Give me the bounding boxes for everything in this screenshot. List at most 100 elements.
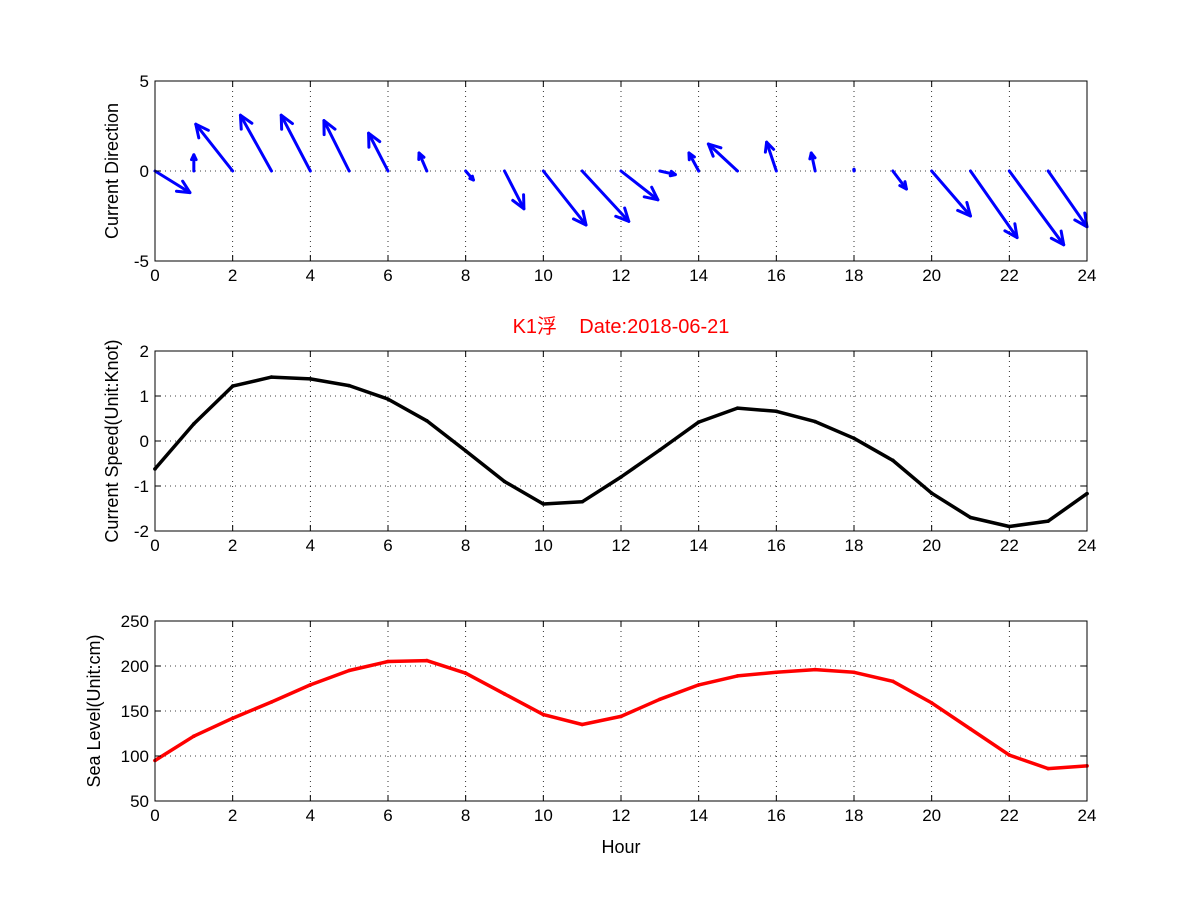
arrow-shaft [322,119,351,173]
x-tick-label: 22 [1000,536,1019,555]
data-point [696,683,701,687]
current-vector-arrow [969,169,1019,240]
x-tick-label: 4 [306,806,315,825]
x-tick-label: 12 [612,266,631,285]
current-vector-arrow [322,119,351,173]
x-tick-label: 10 [534,806,553,825]
current-vector-arrow [279,113,312,173]
data-point [774,670,779,675]
arrow-head [367,131,382,149]
data-point [269,375,274,379]
current-vector-arrow [763,140,778,173]
data-point [502,692,507,696]
x-tick-label: 24 [1078,266,1097,285]
arrow-head [468,174,475,182]
current-vector-arrow [238,113,273,173]
arrow-head [852,167,856,172]
arrow-head [279,113,294,131]
y-axis-label: Sea Level(Unit:cm) [84,634,104,787]
arrow-shaft [1046,169,1089,229]
x-tick-label: 4 [306,536,315,555]
y-tick-label: -1 [134,477,149,496]
arrow-shaft [891,169,908,191]
data-point [347,668,351,673]
x-tick-label: 24 [1078,536,1097,555]
data-point [735,674,740,678]
current-vector-arrow [580,169,631,223]
arrow-head [642,185,660,202]
x-tick-label: 24 [1078,806,1097,825]
data-point [1046,519,1050,523]
x-tick-label: 2 [228,266,237,285]
data-point [308,683,313,687]
data-point [386,659,390,664]
arrow-head [808,151,817,161]
x-tick-label: 14 [689,536,708,555]
data-point [541,502,546,506]
arrow-shaft [580,169,631,223]
arrow-head [322,119,337,137]
arrow-shaft [503,169,526,211]
x-tick-label: 8 [461,806,470,825]
y-tick-label: 5 [140,72,149,91]
current-vector-arrow [464,169,475,182]
arrow-shaft [1007,169,1066,247]
x-tick-label: 16 [767,266,786,285]
arrow-shaft [765,140,778,173]
arrow-head [190,153,198,162]
current-vector-arrow [153,169,192,195]
arrow-shaft [194,122,235,173]
arrow-head [668,169,677,178]
y-tick-label: 1 [140,387,149,406]
current-vector-arrow [367,131,390,173]
y-axis-label: Current Speed(Unit:Knot) [102,339,122,542]
x-tick-label: 6 [383,266,392,285]
arrow-head [194,122,210,140]
y-tick-label: -2 [134,522,149,541]
y-tick-label: 200 [121,657,149,676]
y-tick-label: 250 [121,612,149,631]
data-point [696,420,701,424]
current-vector-arrow [658,169,677,178]
arrow-shaft [969,169,1019,240]
current-vector-arrow [808,151,817,173]
current-vector-arrow [190,153,198,173]
y-axis-label: Current Direction [102,103,122,239]
data-point [269,700,274,704]
x-tick-label: 0 [150,266,159,285]
x-tick-label: 22 [1000,266,1019,285]
x-tick-label: 22 [1000,806,1019,825]
x-tick-label: 0 [150,536,159,555]
data-point [1046,766,1050,771]
data-point [852,670,856,675]
x-tick-label: 4 [306,266,315,285]
arrow-head [706,142,723,158]
arrow-head [898,180,908,191]
data-point [658,697,662,702]
arrow-head [417,151,426,161]
data-point [580,722,584,727]
current-vector-arrow [1046,169,1089,229]
current-vector-arrow [503,169,526,211]
data-point [580,499,584,504]
arrow-shaft [930,169,972,218]
x-tick-label: 2 [228,806,237,825]
data-point [619,475,623,479]
data-point [425,658,429,663]
x-tick-label: 12 [612,536,631,555]
data-point [813,419,817,424]
y-tick-label: 150 [121,702,149,721]
data-point [192,734,196,738]
x-tick-label: 16 [767,806,786,825]
x-tick-label: 18 [845,806,864,825]
current-vector-arrow [194,122,235,173]
x-tick-label: 8 [461,266,470,285]
x-tick-label: 2 [228,536,237,555]
arrow-head [956,200,972,218]
x-tick-label: 20 [922,536,941,555]
current-vector-arrow [619,169,660,202]
arrow-shaft [279,113,312,173]
